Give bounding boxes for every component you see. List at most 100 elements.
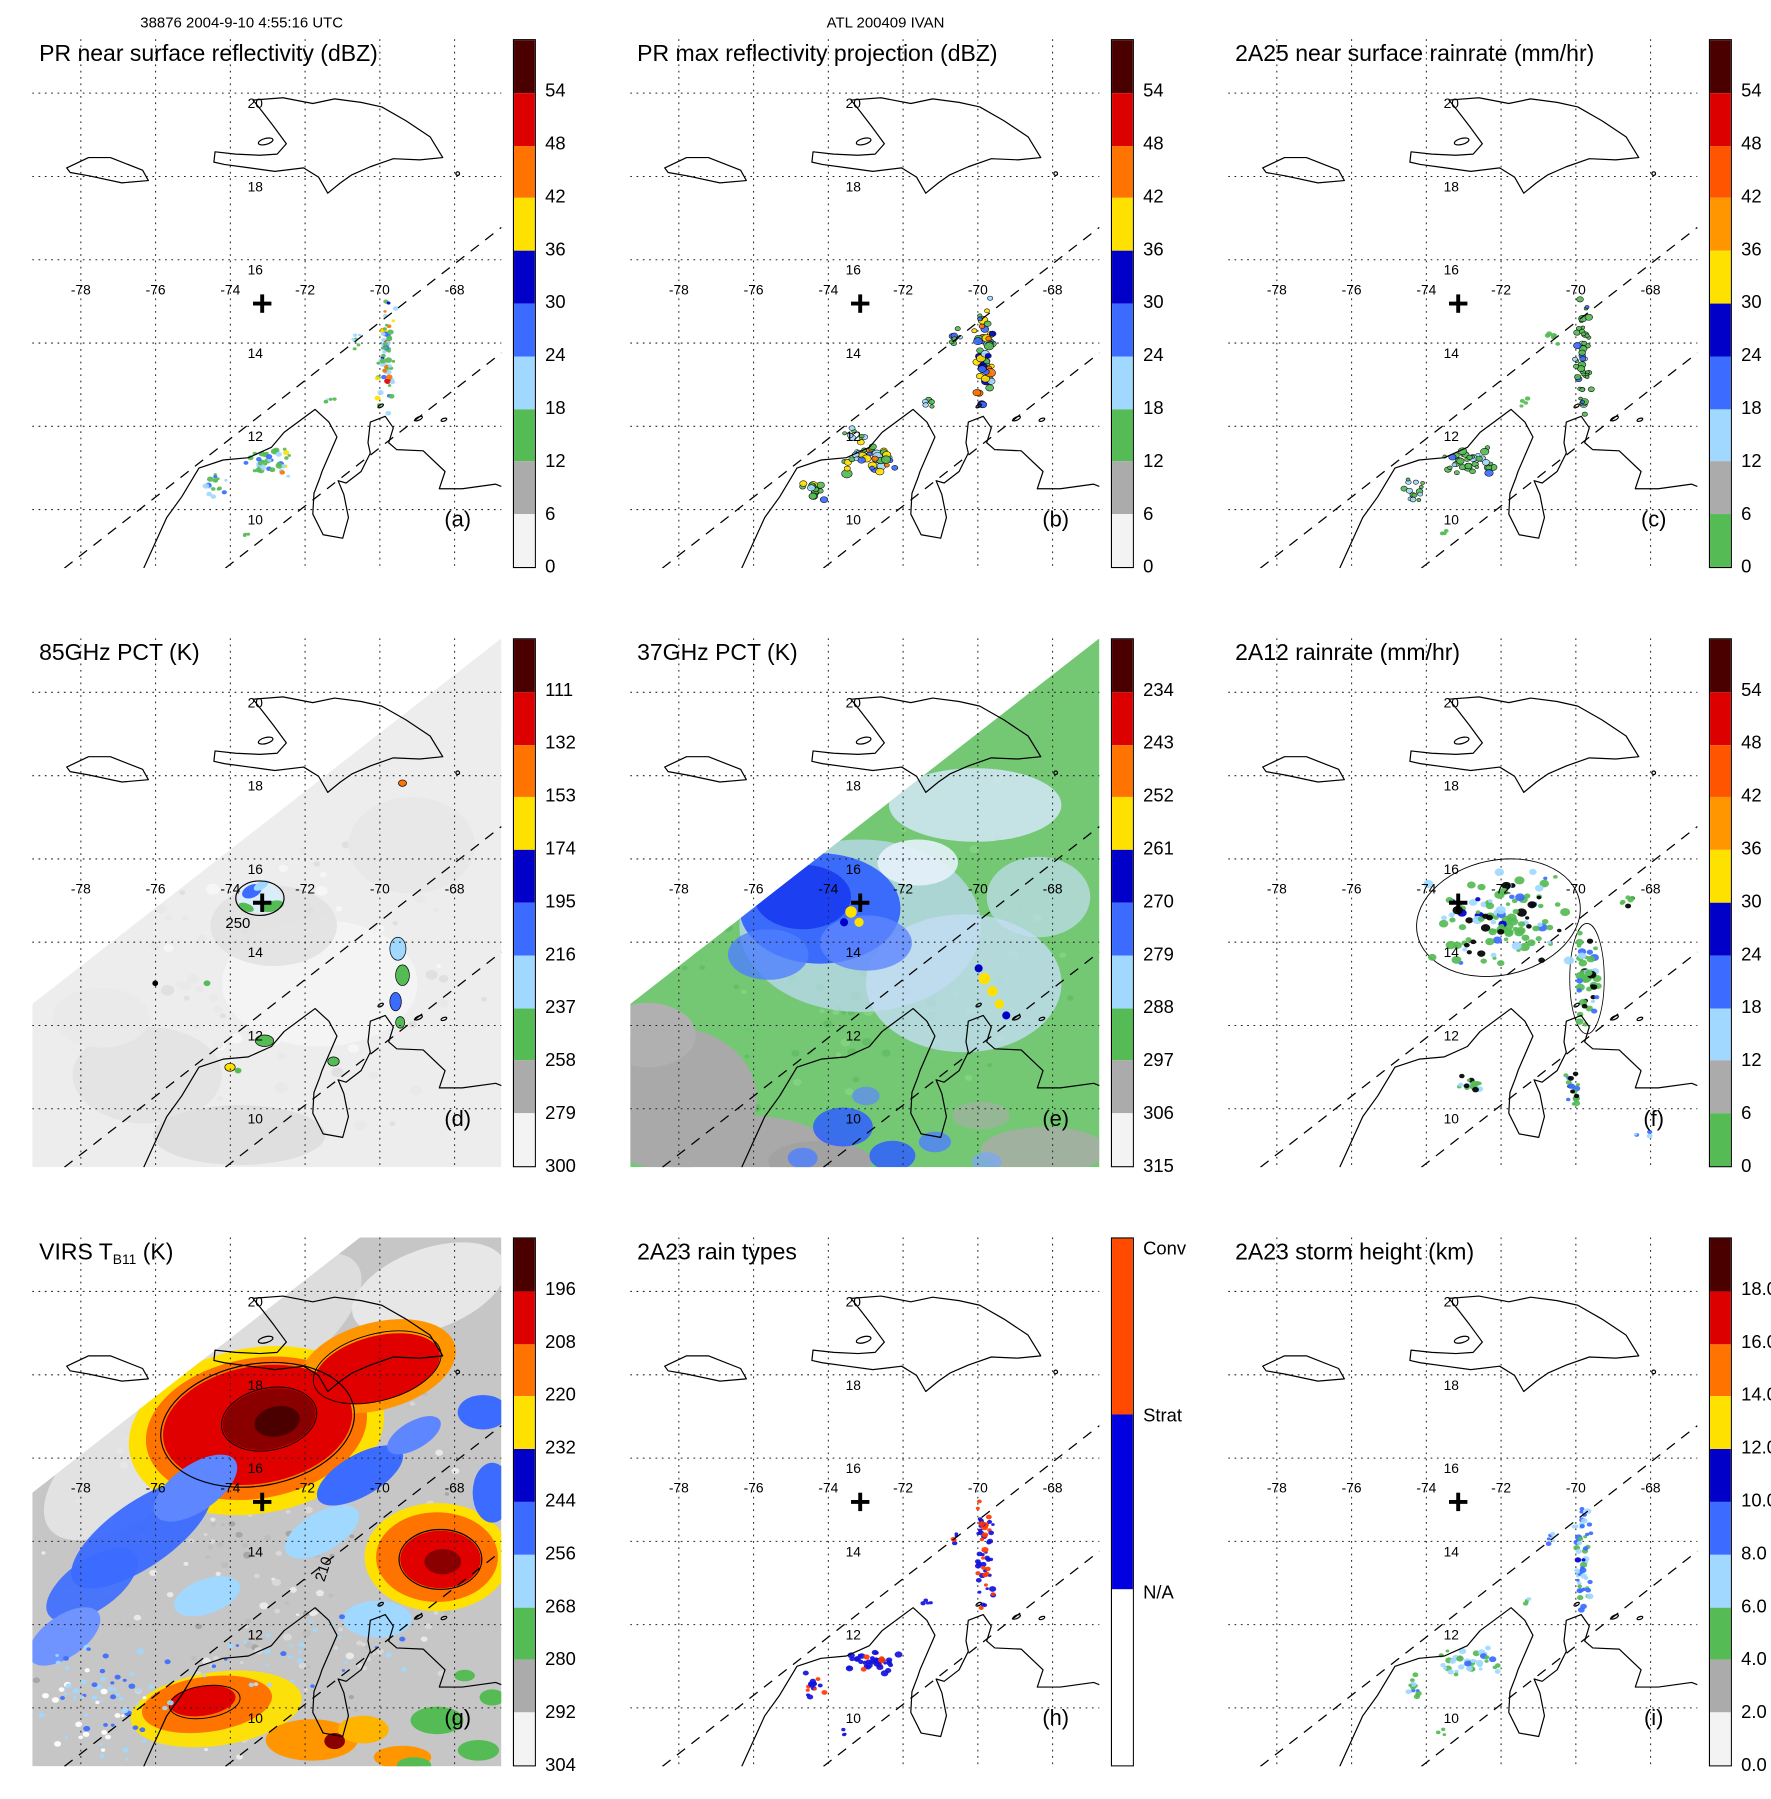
- data-blob: [195, 985, 205, 993]
- data-blob: [865, 1665, 871, 1670]
- longitude-label: -76: [1342, 882, 1362, 897]
- data-patch: [72, 1026, 222, 1124]
- colorbar-tick: 0: [1143, 557, 1154, 578]
- hispaniola-coastline: [213, 696, 444, 793]
- jamaica-coastline: [1262, 756, 1345, 783]
- data-blob: [205, 1555, 210, 1559]
- data-blob: [289, 1587, 297, 1593]
- data-blob: [972, 389, 982, 397]
- colorbar-segment: [514, 850, 535, 903]
- data-blob: [282, 447, 287, 451]
- data-blob: [112, 1688, 117, 1692]
- data-blob: [1494, 1669, 1501, 1674]
- colorbar-segment: [1112, 303, 1133, 357]
- latitude-label: 16: [846, 862, 862, 877]
- longitude-label: -78: [1267, 282, 1287, 297]
- data-blob: [1546, 1537, 1551, 1541]
- colorbar-segment: [514, 1343, 535, 1397]
- data-blob: [1498, 924, 1505, 929]
- colorbar-tick: 304: [545, 1756, 576, 1776]
- colorbar-tick: 24: [1143, 346, 1164, 366]
- data-blob: [1475, 1659, 1484, 1667]
- data-blob: [1555, 342, 1561, 346]
- data-blob: [1587, 386, 1595, 392]
- data-blob: [275, 451, 282, 457]
- data-patch: [160, 1361, 356, 1488]
- data-blob: [1517, 921, 1526, 927]
- longitude-label: -68: [1641, 282, 1661, 297]
- data-blob: [1469, 468, 1476, 475]
- colorbar-tick: 237: [545, 998, 576, 1018]
- small-island: [1636, 1016, 1644, 1022]
- colorbar-segment: [1710, 1060, 1731, 1114]
- jamaica-coastline: [664, 156, 747, 184]
- small-island: [1651, 770, 1657, 776]
- longitude-label: -76: [1342, 282, 1362, 297]
- data-blob: [901, 828, 907, 833]
- colorbar-tick: 6: [1741, 1104, 1752, 1124]
- latitude-label: 16: [248, 1461, 264, 1476]
- small-island: [1038, 1016, 1046, 1022]
- data-blob: [1581, 1518, 1588, 1524]
- small-island: [455, 171, 461, 177]
- longitude-label: -72: [295, 882, 315, 897]
- data-blob: [986, 1538, 994, 1544]
- panel-letter: (c): [1641, 507, 1666, 532]
- colorbar-tick: 243: [1143, 733, 1174, 754]
- colorbar-segment: [514, 92, 535, 146]
- data-patch: [352, 1242, 502, 1336]
- swath-boundary-line: [823, 1550, 1100, 1767]
- panel-e: 37GHz PCT (K) -78 -76 -74 -72 -70 -68 20 18 16 14 1…: [630, 638, 1228, 1199]
- colorbar-tick: 12: [1741, 1051, 1762, 1071]
- data-blob: [1505, 902, 1511, 906]
- data-blob: [699, 954, 711, 964]
- data-blob: [205, 883, 220, 895]
- latitude-label: 20: [1444, 96, 1460, 111]
- axis-labels: -78 -76 -74 -72 -70 -68 20 18 16 14 12 10: [71, 695, 465, 1126]
- data-blob: [1581, 1587, 1587, 1592]
- colorbar-tick: 280: [545, 1650, 576, 1670]
- data-blob: [263, 1649, 269, 1654]
- data-blob: [1571, 1524, 1577, 1529]
- data-blob: [209, 1539, 216, 1544]
- small-island: [455, 1369, 461, 1375]
- data-blob: [744, 1054, 750, 1059]
- data-blob: [1581, 340, 1588, 346]
- panel-title-text: PR near surface reflectivity (dBZ): [39, 41, 378, 67]
- data-blob: [923, 1598, 929, 1603]
- panel-title-text: 2A23 rain types: [637, 1239, 797, 1265]
- data-blob: [220, 1522, 225, 1526]
- data-blob: [1441, 1727, 1446, 1732]
- data-blob: [128, 1683, 136, 1689]
- data-blob: [100, 1676, 107, 1682]
- colorbar-g: [512, 1237, 536, 1767]
- data-blob: [385, 1652, 392, 1658]
- data-blob: [1550, 1531, 1556, 1536]
- longitude-label: -70: [1566, 1481, 1586, 1496]
- longitude-label: -74: [1416, 1481, 1436, 1496]
- data-blob: [216, 1096, 224, 1102]
- data-blob: [115, 1692, 120, 1697]
- data-blob: [385, 323, 389, 327]
- panel-title-text: 2A23 storm height (km): [1235, 1239, 1475, 1265]
- longitude-label: -72: [1491, 882, 1511, 897]
- colorbar-segment: [1710, 1449, 1731, 1502]
- data-blob: [841, 1727, 846, 1732]
- data-blob: [221, 1561, 229, 1568]
- longitude-label: -76: [744, 1481, 764, 1496]
- data-blob: [1412, 1672, 1419, 1678]
- colorbar-tick: 54: [1143, 81, 1164, 102]
- data-patch: [52, 987, 150, 1048]
- latitude-label: 20: [1444, 695, 1460, 710]
- data-blob: [352, 347, 357, 351]
- data-blob: [105, 1734, 111, 1740]
- data-blob: [384, 364, 389, 369]
- data-blob: [842, 431, 847, 436]
- storm-center-marker: [1448, 893, 1468, 912]
- latlon-grid: [32, 39, 502, 569]
- swath-boundary-line: [1260, 226, 1698, 569]
- data-blob: [389, 379, 396, 385]
- data-blob: [142, 1696, 147, 1700]
- data-blob: [1590, 984, 1598, 990]
- coastline-layer: [664, 1295, 1100, 1767]
